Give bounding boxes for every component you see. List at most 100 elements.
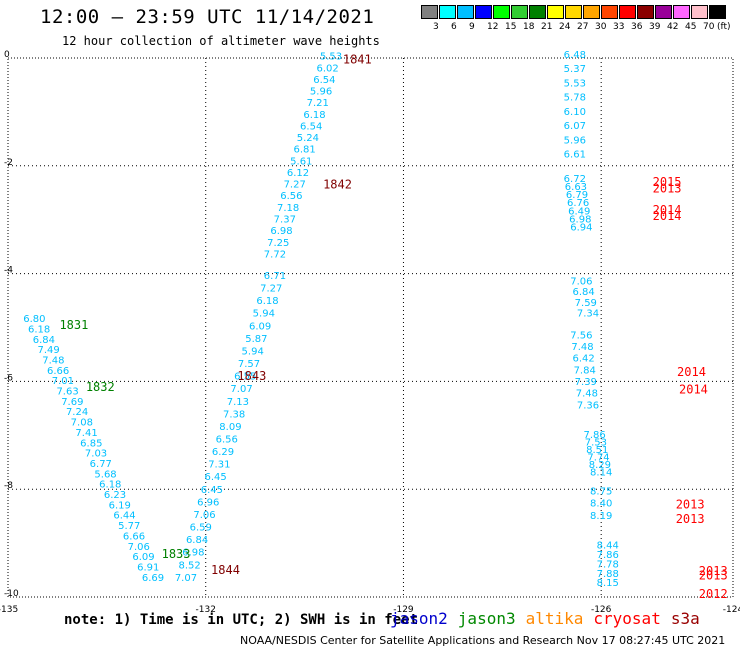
color-scale-swatch xyxy=(655,5,672,19)
wave-height-point: 8.19 xyxy=(590,511,612,522)
color-scale-label: 33 xyxy=(613,22,625,32)
wave-height-point: 6.80 xyxy=(23,314,45,325)
y-tick-label: 0 xyxy=(4,50,10,60)
y-tick-label: -2 xyxy=(4,158,13,168)
time-label: 2014 xyxy=(653,203,682,217)
wave-height-point: 7.53 xyxy=(585,438,607,449)
wave-height-point: 7.18 xyxy=(277,203,299,214)
color-scale-label: 24 xyxy=(559,22,571,32)
wave-height-point: 7.31 xyxy=(208,460,230,471)
color-scale-swatch xyxy=(673,5,690,19)
wave-height-point: 7.08 xyxy=(71,418,93,429)
map-frame xyxy=(7,57,734,598)
wave-height-point: 6.45 xyxy=(204,472,226,483)
color-scale-label: 45 xyxy=(685,22,697,32)
wave-height-point: 6.81 xyxy=(293,145,315,156)
satellite-cryosat: cryosat xyxy=(593,609,661,628)
wave-height-point: 6.98 xyxy=(182,548,204,559)
wave-height-point: 7.78 xyxy=(597,559,619,570)
wave-height-point: 6.54 xyxy=(313,75,335,86)
time-label: 2013 xyxy=(676,512,705,526)
wave-height-point: 6.66 xyxy=(123,531,145,542)
color-scale-label: 42 xyxy=(667,22,679,32)
wave-height-point: 7.13 xyxy=(227,397,249,408)
wave-height-point: 8.51 xyxy=(586,445,608,456)
wave-height-point: 7.27 xyxy=(284,180,306,191)
note-text: note: 1) Time is in UTC; 2) SWH is in fe… xyxy=(64,612,419,628)
wave-height-point: 6.10 xyxy=(564,107,586,118)
satellite-jason3: jason3 xyxy=(457,609,516,628)
time-label: 2013 xyxy=(676,497,705,511)
wave-height-point: 6.85 xyxy=(80,438,102,449)
y-tick-label: -10 xyxy=(4,589,19,599)
color-scale-label: 27 xyxy=(577,22,589,32)
wave-height-point: 6.09 xyxy=(249,321,271,332)
wave-height-point: 7.69 xyxy=(61,397,83,408)
wave-height-point: 5.53 xyxy=(320,52,342,63)
wave-height-point: 6.69 xyxy=(142,573,164,584)
wave-height-point: 6.79 xyxy=(566,190,588,201)
color-scale-swatch xyxy=(637,5,654,19)
time-label: 2014 xyxy=(677,365,706,379)
wave-height-point: 8.09 xyxy=(219,422,241,433)
wave-height-point: 7.59 xyxy=(575,298,597,309)
color-scale-label: 15 xyxy=(505,22,517,32)
wave-height-point: 6.48 xyxy=(564,50,586,61)
time-label: 2013 xyxy=(653,181,682,195)
wave-height-point: 8.14 xyxy=(590,468,612,479)
wave-height-point: 5.37 xyxy=(564,64,586,75)
wave-height-point: 6.91 xyxy=(137,562,159,573)
time-label: 1833 xyxy=(162,547,191,561)
wave-height-point: 6.23 xyxy=(104,490,126,501)
wave-height-point: 5.96 xyxy=(310,87,332,98)
wave-height-point: 8.44 xyxy=(597,540,619,551)
color-scale-swatch xyxy=(601,5,618,19)
wave-height-point: 7.56 xyxy=(570,330,592,341)
wave-height-point: 6.09 xyxy=(132,552,154,563)
wave-height-point: 6.72 xyxy=(564,174,586,185)
wave-height-point: 7.48 xyxy=(42,356,64,367)
color-scale-swatch xyxy=(709,5,726,19)
wave-height-point: 7.07 xyxy=(175,573,197,584)
wave-height-point: 7.07 xyxy=(230,384,252,395)
color-scale-swatch xyxy=(439,5,456,19)
wave-height-point: 6.18 xyxy=(28,324,50,335)
color-scale-swatch xyxy=(421,5,438,19)
wave-height-point: 7.74 xyxy=(587,453,609,464)
page-title: 12:00 – 23:59 UTC 11/14/2021 xyxy=(40,6,375,28)
wave-height-point: 6.42 xyxy=(572,354,594,365)
satellite-altika: altika xyxy=(525,609,584,628)
x-tick-label: -124 xyxy=(723,605,740,615)
wave-height-point: 6.84 xyxy=(572,287,594,298)
wave-height-point: 6.96 xyxy=(197,497,219,508)
wave-height-point: 6.44 xyxy=(113,511,135,522)
wave-height-point: 6.07 xyxy=(564,121,586,132)
time-label: 2013 xyxy=(699,564,728,578)
wave-height-point: 6.29 xyxy=(212,447,234,458)
wave-height-point: 5.61 xyxy=(290,156,312,167)
wave-height-point: 8.52 xyxy=(179,560,201,571)
wave-height-point: 6.84 xyxy=(33,335,55,346)
wave-height-point: 7.84 xyxy=(574,365,596,376)
y-tick-label: -8 xyxy=(4,481,13,491)
wave-height-point: 5.94 xyxy=(253,309,275,320)
wave-height-point: 6.77 xyxy=(90,459,112,470)
color-scale-label: 36 xyxy=(631,22,643,32)
wave-height-point: 8.15 xyxy=(597,578,619,589)
wave-height-point: 5.68 xyxy=(94,469,116,480)
color-scale-swatch xyxy=(547,5,564,19)
wave-height-point: 6.98 xyxy=(270,226,292,237)
wave-height-point: 5.24 xyxy=(297,133,319,144)
color-scale-swatch xyxy=(691,5,708,19)
x-tick-label: -132 xyxy=(196,605,216,615)
wave-height-point: 7.48 xyxy=(576,389,598,400)
wave-height-point: 7.57 xyxy=(238,359,260,370)
wave-height-point: 6.66 xyxy=(47,366,69,377)
color-scale-swatch xyxy=(493,5,510,19)
wave-height-point: 6.45 xyxy=(201,485,223,496)
wave-height-point: 6.54 xyxy=(300,121,322,132)
time-label: 1841 xyxy=(343,53,372,67)
page-subtitle: 12 hour collection of altimeter wave hei… xyxy=(62,34,380,48)
wave-height-point: 6.55 xyxy=(234,372,256,383)
